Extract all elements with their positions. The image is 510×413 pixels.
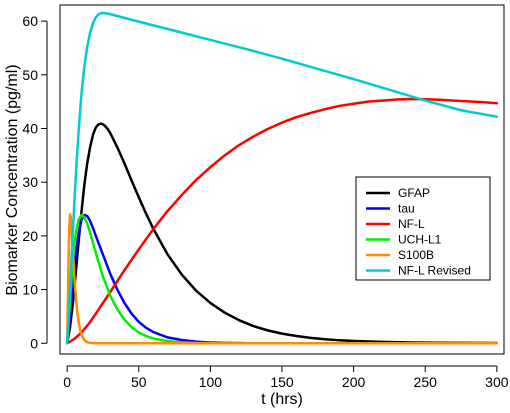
series-line-4 [65,213,499,345]
y-tick-label: 0 [30,335,38,351]
legend-label-1: tau [398,202,415,216]
x-tick-label: 200 [342,374,366,390]
x-tick-label: 300 [485,374,509,390]
series-line-0 [65,122,499,345]
y-tick-label: 10 [22,282,38,298]
legend-label-5: NF-L Revised [398,264,471,278]
y-tick-label: 40 [22,120,38,136]
legend-label-3: UCH-L1 [398,233,442,247]
legend-label-0: GFAP [398,186,430,200]
x-tick-label: 50 [131,374,147,390]
legend-label-4: S100B [398,248,434,262]
series-line-1 [65,213,248,345]
x-tick-label: 100 [199,374,223,390]
x-tick-label: 250 [414,374,438,390]
plot-frame [59,4,505,355]
y-tick-label: 50 [22,67,38,83]
y-tick-label: 60 [22,13,38,29]
series-line-3 [65,213,212,345]
y-axis-title: Biomarker Concentration (pg/ml) [4,64,21,295]
series-line-5 [65,11,499,345]
y-tick-label: 30 [22,174,38,190]
x-axis-title: t (hrs) [261,391,303,408]
y-tick-label: 20 [22,228,38,244]
x-tick-label: 150 [270,374,294,390]
x-tick-label: 0 [63,374,71,390]
series-layer [65,11,499,345]
y-axis: 0 10 20 30 40 50 60 [22,13,48,351]
legend-label-2: NF-L [398,217,425,231]
x-axis: 0 50 100 150 200 250 300 [63,365,509,390]
